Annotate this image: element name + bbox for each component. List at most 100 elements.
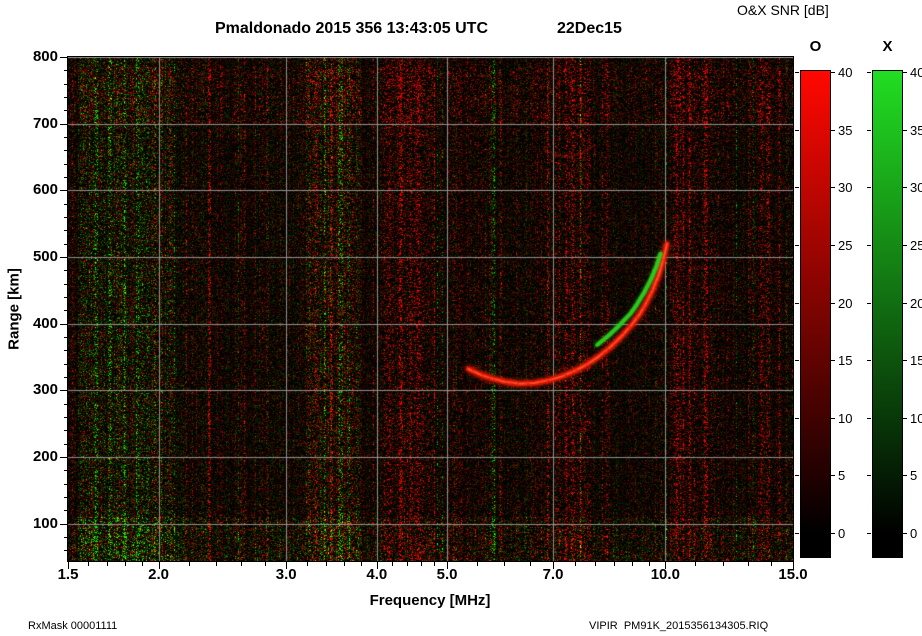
- x-minor-tick: [574, 561, 576, 566]
- y-minor-tick: [64, 110, 68, 112]
- y-minor-tick: [64, 177, 68, 178]
- y-minor-tick: [64, 83, 68, 85]
- y-minor-tick: [64, 350, 68, 352]
- y-tick-label: 100: [32, 514, 58, 532]
- colorbar-o-tick: [795, 244, 799, 246]
- x-tick: [553, 561, 555, 569]
- y-minor-tick: [64, 470, 68, 472]
- y-minor-tick: [64, 217, 68, 218]
- colorbar-x-tick: [867, 475, 871, 477]
- colorbar-x-tick-label: 30: [910, 180, 922, 196]
- colorbar-o-tick-label: 15: [838, 353, 853, 369]
- colorbar-x-tick: [867, 129, 871, 131]
- x-minor-tick: [504, 561, 506, 566]
- y-tick: [60, 323, 68, 325]
- colorbar-o-tick-label: 30: [838, 180, 853, 196]
- colorbar-title: O&X SNR [dB]: [737, 2, 829, 18]
- colorbar-o-tick: [795, 417, 799, 419]
- colorbar-o-tick-label: 0: [838, 526, 846, 541]
- x-minor-tick: [360, 561, 362, 566]
- colorbar-x-tick: [903, 533, 907, 534]
- x-minor-tick: [125, 561, 127, 566]
- y-minor-tick: [64, 363, 68, 365]
- y-minor-tick: [64, 430, 68, 432]
- colorbar-o-tick: [795, 302, 799, 304]
- colorbar-x-tick-label: 15: [910, 353, 922, 369]
- x-tick-label: 15.0: [778, 566, 808, 583]
- ionogram-canvas: [67, 56, 794, 562]
- x-minor-tick: [771, 561, 773, 566]
- y-tick: [60, 457, 68, 458]
- y-minor-tick: [64, 137, 68, 138]
- colorbar-x-tick: [903, 475, 907, 477]
- y-tick-label: 600: [32, 181, 58, 199]
- y-minor-tick: [64, 537, 68, 538]
- colorbar-o-tick: [831, 72, 835, 73]
- colorbar-o-tick: [831, 533, 835, 534]
- x-minor-tick: [188, 561, 190, 566]
- y-tick: [60, 390, 68, 392]
- colorbar-x-tick-label: 20: [910, 295, 922, 311]
- x-minor-tick: [343, 561, 345, 566]
- x-tick: [158, 561, 160, 569]
- x-minor-tick: [264, 561, 266, 566]
- colorbar-x-tick: [867, 302, 871, 304]
- y-minor-tick: [64, 550, 68, 552]
- x-minor-tick: [614, 561, 616, 566]
- x-minor-tick: [306, 561, 308, 566]
- x-tick: [286, 561, 288, 569]
- y-minor-tick: [64, 443, 68, 445]
- y-minor-tick: [64, 203, 68, 205]
- y-minor-tick: [64, 270, 68, 272]
- colorbar-o-tick: [831, 129, 835, 131]
- y-minor-tick: [64, 497, 68, 498]
- y-minor-tick: [64, 510, 68, 512]
- y-minor-tick: [64, 483, 68, 485]
- y-tick-label: 200: [32, 448, 58, 465]
- colorbar-o-tick: [831, 187, 835, 189]
- filename-text: VIPIR PM91K_2015356134305.RIQ: [589, 620, 769, 632]
- colorbar-x-tick: [903, 244, 907, 246]
- colorbar-o-tick: [795, 533, 799, 534]
- x-axis-title: Frequency [MHz]: [369, 592, 491, 609]
- y-minor-tick: [64, 377, 68, 378]
- colorbar-o-tick: [831, 360, 835, 362]
- x-tick-label: 1.5: [57, 566, 79, 583]
- page-title-date: 22Dec15: [557, 20, 622, 37]
- x-tick-label: 4.0: [366, 566, 388, 583]
- x-minor-tick: [434, 561, 436, 566]
- colorbar-o-tick: [795, 72, 799, 73]
- y-tick: [60, 257, 68, 258]
- rxmask-text: RxMask 00001111: [28, 620, 118, 632]
- colorbar-x-tick: [903, 302, 907, 304]
- colorbar-x-tick: [867, 187, 871, 189]
- colorbar-x-tick: [867, 533, 871, 534]
- y-minor-tick: [64, 403, 68, 405]
- colorbar-x-tick-label: 5: [910, 468, 918, 484]
- y-minor-tick: [64, 243, 68, 245]
- x-minor-tick: [477, 561, 479, 566]
- y-minor-tick: [64, 150, 68, 152]
- x-minor-tick: [241, 561, 243, 566]
- x-minor-tick: [325, 561, 327, 566]
- y-tick-label: 700: [32, 114, 58, 132]
- x-tick-label: 10.0: [650, 566, 680, 583]
- x-minor-tick: [142, 561, 144, 566]
- colorbar-x-tick: [903, 360, 907, 362]
- y-minor-tick: [64, 310, 68, 312]
- y-minor-tick: [64, 163, 68, 165]
- colorbar-x-tick: [903, 187, 907, 189]
- x-tick: [447, 561, 449, 569]
- colorbar-o-tick: [795, 475, 799, 477]
- colorbar-x: [872, 70, 903, 558]
- x-tick-label: 7.0: [542, 566, 564, 583]
- colorbar-x-label: X: [882, 38, 893, 55]
- page-title: Pmaldonado 2015 356 13:43:05 UTC: [215, 20, 489, 37]
- x-tick: [665, 561, 667, 569]
- x-minor-tick: [107, 561, 109, 566]
- colorbar-x-tick: [903, 417, 907, 419]
- colorbar-x-tick: [903, 72, 907, 73]
- y-tick: [60, 190, 68, 192]
- colorbar-x-tick-label: 10: [910, 410, 922, 426]
